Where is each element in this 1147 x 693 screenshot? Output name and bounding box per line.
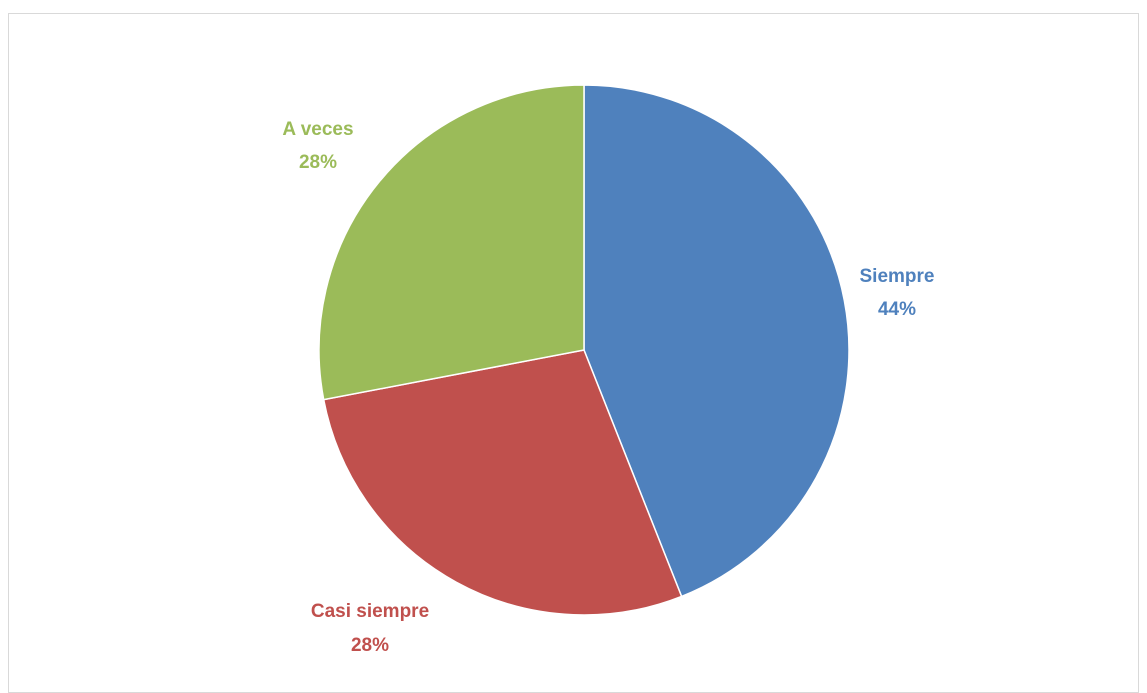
pie-labels: Siempre 44% Casi siempre 28% A veces 28% bbox=[282, 119, 934, 656]
pie-slice-a-veces bbox=[318, 84, 585, 401]
pie-label-name: A veces bbox=[282, 119, 353, 140]
pie-label-percent: 28% bbox=[299, 152, 337, 173]
pie-chart: Siempre 44% Casi siempre 28% A veces 28% bbox=[282, 84, 934, 656]
pie-slices bbox=[318, 84, 850, 616]
pie-label-name: Siempre bbox=[860, 266, 935, 287]
pie-slice-siempre bbox=[583, 84, 850, 598]
pie-label-percent: 44% bbox=[878, 299, 916, 320]
pie-label-name: Casi siempre bbox=[311, 601, 429, 622]
pie-label-percent: 28% bbox=[351, 635, 389, 656]
pie-slice-casi-siempre bbox=[322, 349, 683, 616]
